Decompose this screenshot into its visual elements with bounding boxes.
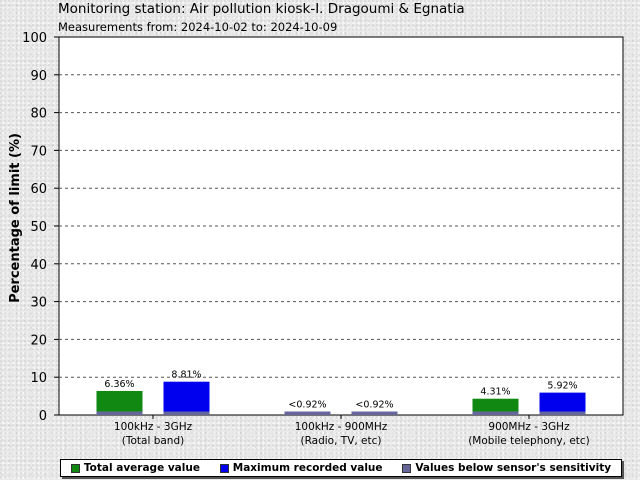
bar-maximum xyxy=(163,381,210,412)
y-tick-label: 70 xyxy=(30,144,47,159)
legend-swatch-maximum xyxy=(219,463,229,473)
y-tick-label: 80 xyxy=(30,107,47,122)
bar-average xyxy=(96,390,143,412)
chart-subtitle: Measurements from: 2024-10-02 to: 2024-1… xyxy=(58,20,338,34)
bar-below-sensitivity xyxy=(472,411,519,415)
bar-chart: 0 10 20 30 40 50 60 70 80 90 100 100kHz - 3GHz (Tot… xyxy=(8,31,624,447)
data-label: <0.92% xyxy=(288,400,326,411)
x-tick-sublabel: (Total band) xyxy=(122,435,184,447)
bar-average xyxy=(472,398,519,412)
bar-below-sensitivity xyxy=(284,411,331,415)
bar-below-sensitivity xyxy=(539,411,586,415)
y-tick-label: 60 xyxy=(30,182,47,197)
x-tick-sublabel: (Radio, TV, etc) xyxy=(301,435,382,447)
y-tick-label: 100 xyxy=(22,31,47,46)
x-tick-label: 100kHz - 900MHz xyxy=(295,421,388,433)
bar-below-sensitivity xyxy=(96,411,143,415)
chart-title: Monitoring station: Air pollution kiosk-… xyxy=(58,1,465,17)
bar-below-sensitivity xyxy=(163,411,210,415)
legend-swatch-below-sensitivity xyxy=(402,463,412,473)
x-tick-sublabel: (Mobile telephony, etc) xyxy=(468,435,590,447)
legend: Total average value Maximum recorded val… xyxy=(60,459,622,477)
legend-label-maximum: Maximum recorded value xyxy=(232,462,383,474)
bar-below-sensitivity xyxy=(351,411,398,415)
y-axis-label: Percentage of limit (%) xyxy=(8,133,23,303)
data-label: 6.36% xyxy=(104,379,134,390)
bar-maximum xyxy=(539,392,586,412)
x-tick-label: 900MHz - 3GHz xyxy=(488,421,570,433)
y-tick-label: 0 xyxy=(39,409,47,424)
y-tick-label: 50 xyxy=(30,220,47,235)
data-label: 4.31% xyxy=(480,387,510,398)
legend-label-below-sensitivity: Values below sensor's sensitivity xyxy=(415,462,612,474)
legend-swatch-average xyxy=(70,463,80,473)
data-label: 8.81% xyxy=(171,370,201,381)
legend-entry-maximum: Maximum recorded value xyxy=(219,462,383,474)
legend-entry-average: Total average value xyxy=(70,462,200,474)
y-tick-label: 30 xyxy=(30,296,47,311)
legend-entry-below-sensitivity: Values below sensor's sensitivity xyxy=(402,462,611,474)
y-tick-label: 40 xyxy=(30,258,47,273)
legend-label-average: Total average value xyxy=(83,462,200,474)
y-tick-label: 90 xyxy=(30,69,47,84)
data-label: <0.92% xyxy=(355,400,393,411)
data-label: 5.92% xyxy=(547,381,577,392)
x-tick-label: 100kHz - 3GHz xyxy=(114,421,193,433)
y-tick-label: 10 xyxy=(30,371,47,386)
y-tick-label: 20 xyxy=(30,333,47,348)
